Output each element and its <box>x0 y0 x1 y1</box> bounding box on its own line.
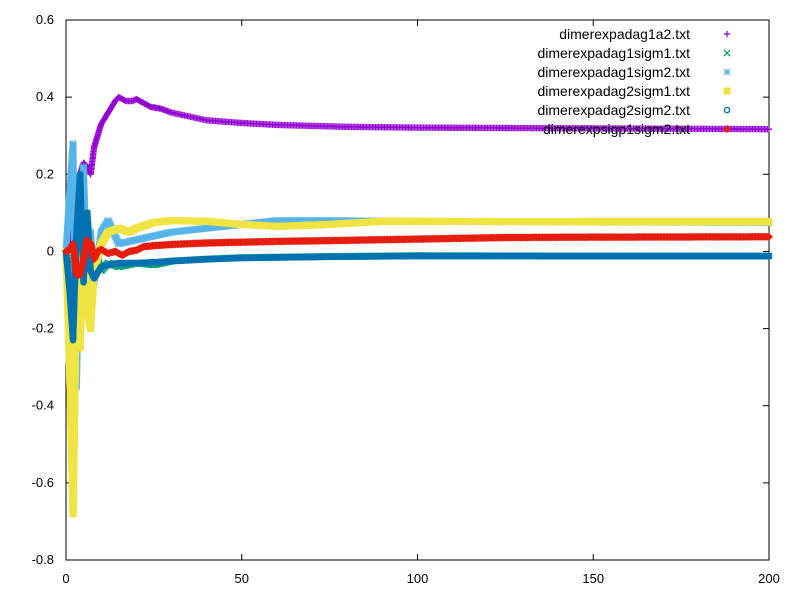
legend-marker <box>723 68 731 76</box>
legend-marker <box>723 106 731 114</box>
axis-ticks: 0 50 100 150 200 0.6 0.4 0.2 0 -0.2 -0.4 -0.6 -0.8 <box>32 12 780 586</box>
y-tick-label: 0 <box>47 243 54 258</box>
y-tick-label: 0.6 <box>36 12 54 27</box>
series-dimerexpadag2sigm2 <box>62 170 773 344</box>
legend-label: dimerexpadag1sigm1.txt <box>537 45 690 61</box>
y-tick-label: 0.4 <box>36 89 54 104</box>
data-point <box>765 232 773 241</box>
data-point <box>765 218 773 226</box>
legend-marker <box>723 49 731 57</box>
legend-marker <box>723 125 731 133</box>
y-tick-label: -0.2 <box>32 321 54 336</box>
y-tick-label: -0.4 <box>32 398 54 413</box>
legend-label: dimerexpadag2sigm1.txt <box>537 83 690 99</box>
x-tick-label: 50 <box>235 571 249 586</box>
series-dimerexpsigp1sigm2 <box>62 232 773 279</box>
legend: dimerexpadag1a2.txt dimerexpadag1sigm1.tx… <box>537 26 731 137</box>
legend-label: dimerexpsigp1sigm2.txt <box>543 121 690 137</box>
series-layer <box>62 93 773 518</box>
y-tick-label: -0.6 <box>32 475 54 490</box>
legend-marker-star <box>723 68 731 76</box>
x-tick-label: 0 <box>62 571 69 586</box>
series-dimerexpadag2sigm1 <box>62 217 773 518</box>
legend-marker <box>723 87 731 95</box>
y-tick-label: 0.2 <box>36 166 54 181</box>
legend-marker-cross <box>723 49 731 57</box>
legend-marker-diamond <box>723 125 731 133</box>
legend-marker-plus <box>723 30 731 38</box>
data-point <box>765 252 773 260</box>
x-tick-label: 150 <box>582 571 604 586</box>
legend-marker <box>723 30 731 38</box>
x-tick-label: 200 <box>758 571 780 586</box>
x-tick-label: 100 <box>407 571 429 586</box>
legend-label: dimerexpadag2sigm2.txt <box>537 102 690 118</box>
legend-marker-square <box>723 87 731 95</box>
plot-frame <box>65 19 770 561</box>
legend-label: dimerexpadag1sigm2.txt <box>537 64 690 80</box>
legend-marker-circle <box>723 106 731 114</box>
legend-label: dimerexpadag1a2.txt <box>559 26 690 42</box>
data-point <box>765 125 773 133</box>
y-tick-label: -0.8 <box>32 552 54 567</box>
